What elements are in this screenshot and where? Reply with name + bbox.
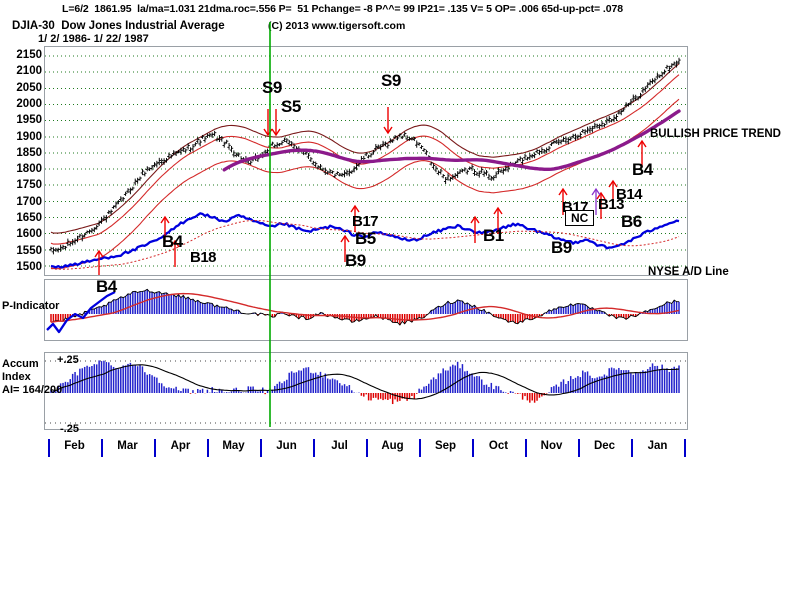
buy-arrow bbox=[170, 239, 180, 267]
month-tick bbox=[419, 439, 421, 457]
nyse-ad-line-label: NYSE A/D Line bbox=[648, 266, 729, 278]
buy-arrow bbox=[340, 234, 350, 262]
p-indicator-panel[interactable] bbox=[44, 279, 688, 341]
accum-index-upper-tick: +.25 bbox=[57, 354, 79, 366]
y-axis-tick-1800: 1800 bbox=[16, 163, 42, 176]
nc-annotation-box: NC bbox=[565, 210, 595, 226]
p-indicator-canvas bbox=[46, 288, 680, 334]
y-axis-tick-1900: 1900 bbox=[16, 130, 42, 143]
buy-arrow bbox=[160, 215, 170, 243]
sell-arrow bbox=[263, 109, 273, 137]
signal-label-b9-10: B9 bbox=[551, 238, 572, 257]
signal-label-s5-1: S5 bbox=[281, 97, 301, 116]
month-label-mar: Mar bbox=[117, 440, 138, 452]
signal-label-s9-2: S9 bbox=[381, 71, 401, 90]
y-axis-tick-2050: 2050 bbox=[16, 81, 42, 94]
month-label-may: May bbox=[222, 440, 245, 452]
moving-average-line bbox=[222, 109, 681, 172]
month-label-apr: Apr bbox=[170, 440, 191, 452]
month-label-oct: Oct bbox=[488, 440, 509, 452]
price-chart-canvas bbox=[45, 55, 687, 275]
header-copyright: (C) 2013 www.tigersoft.com bbox=[268, 20, 406, 32]
buy-arrow bbox=[591, 187, 601, 215]
price-chart-panel[interactable] bbox=[44, 46, 688, 276]
signal-label-b14-13: B14 bbox=[616, 186, 643, 203]
y-axis-tick-1950: 1950 bbox=[16, 114, 42, 127]
buy-arrow bbox=[470, 215, 480, 243]
month-tick bbox=[525, 439, 527, 457]
buy-arrow bbox=[637, 139, 647, 167]
month-tick bbox=[154, 439, 156, 457]
month-tick bbox=[366, 439, 368, 457]
month-label-sep: Sep bbox=[434, 440, 457, 452]
y-axis-tick-2150: 2150 bbox=[16, 49, 42, 61]
buy-arrow bbox=[608, 179, 618, 207]
month-label-aug: Aug bbox=[381, 440, 404, 452]
y-axis-tick-1750: 1750 bbox=[16, 179, 42, 192]
signal-label-b4-4: B4 bbox=[162, 232, 183, 251]
accum-index-label-line1: Accum bbox=[2, 358, 39, 370]
month-tick bbox=[48, 439, 50, 457]
month-tick bbox=[207, 439, 209, 457]
month-label-feb: Feb bbox=[64, 440, 85, 452]
signal-label-b4-3: B4 bbox=[96, 277, 117, 296]
sell-arrow bbox=[271, 109, 281, 137]
accum-index-canvas bbox=[45, 360, 687, 424]
signal-label-b1-9: B1 bbox=[483, 226, 504, 245]
y-axis-labels: 2150 2100 2050 2000 1950 1900 1850 1800 1750 1700… bbox=[0, 46, 42, 276]
y-axis-tick-1650: 1650 bbox=[16, 212, 42, 225]
month-label-nov: Nov bbox=[540, 440, 563, 452]
p-indicator-label: P-Indicator bbox=[2, 300, 60, 312]
buy-arrow bbox=[94, 249, 104, 275]
y-axis-tick-1700: 1700 bbox=[16, 195, 42, 208]
month-label-dec: Dec bbox=[593, 440, 616, 452]
accum-index-lower-tick: -.25 bbox=[60, 423, 79, 435]
month-tick bbox=[684, 439, 686, 457]
y-axis-tick-2000: 2000 bbox=[16, 97, 42, 110]
signal-label-b4-15: B4 bbox=[632, 160, 653, 179]
accum-index-label-line2: Index bbox=[2, 371, 31, 383]
sell-arrow bbox=[383, 107, 393, 135]
month-axis: Feb Mar Apr May Jun Jul Aug Sep Oct Nov Dec Jan bbox=[44, 437, 688, 461]
buy-arrow bbox=[350, 204, 360, 232]
month-tick bbox=[101, 439, 103, 457]
buy-arrow bbox=[493, 206, 503, 234]
y-axis-tick-1550: 1550 bbox=[16, 244, 42, 257]
bullish-price-trend-label: BULLISH PRICE TREND bbox=[650, 128, 781, 140]
month-label-jan: Jan bbox=[647, 440, 668, 452]
buy-arrow bbox=[596, 191, 606, 219]
header-date-range: 1/ 2/ 1986- 1/ 22/ 1987 bbox=[38, 33, 149, 45]
y-axis-tick-1500: 1500 bbox=[16, 261, 42, 273]
month-label-jun: Jun bbox=[276, 440, 297, 452]
accum-index-panel[interactable] bbox=[44, 352, 688, 430]
signal-label-b9-8: B9 bbox=[345, 251, 366, 270]
header-symbol-title: DJIA-30 Dow Jones Industrial Average bbox=[12, 20, 225, 32]
signal-label-b18-5: B18 bbox=[190, 249, 217, 266]
y-axis-tick-1850: 1850 bbox=[16, 146, 42, 159]
signal-label-b6-14: B6 bbox=[621, 212, 642, 231]
signal-label-b17-6: B17 bbox=[352, 213, 379, 230]
month-tick bbox=[313, 439, 315, 457]
y-axis-tick-2100: 2100 bbox=[16, 65, 42, 78]
month-tick bbox=[472, 439, 474, 457]
month-tick bbox=[631, 439, 633, 457]
nyse-ad-line bbox=[50, 212, 680, 269]
signal-label-b13-12: B13 bbox=[598, 196, 625, 213]
header-stats-line: L=6/2 1861.95 la/ma=1.031 21dma.roc=.556… bbox=[62, 3, 623, 15]
accum-index-value: AI= 164/200 bbox=[2, 384, 63, 396]
month-tick bbox=[260, 439, 262, 457]
signal-label-b5-7: B5 bbox=[355, 229, 376, 248]
month-label-jul: Jul bbox=[331, 440, 348, 452]
signal-label-s9-0: S9 bbox=[262, 78, 282, 97]
y-axis-tick-1600: 1600 bbox=[16, 228, 42, 241]
month-tick bbox=[578, 439, 580, 457]
buy-arrow bbox=[558, 187, 568, 215]
